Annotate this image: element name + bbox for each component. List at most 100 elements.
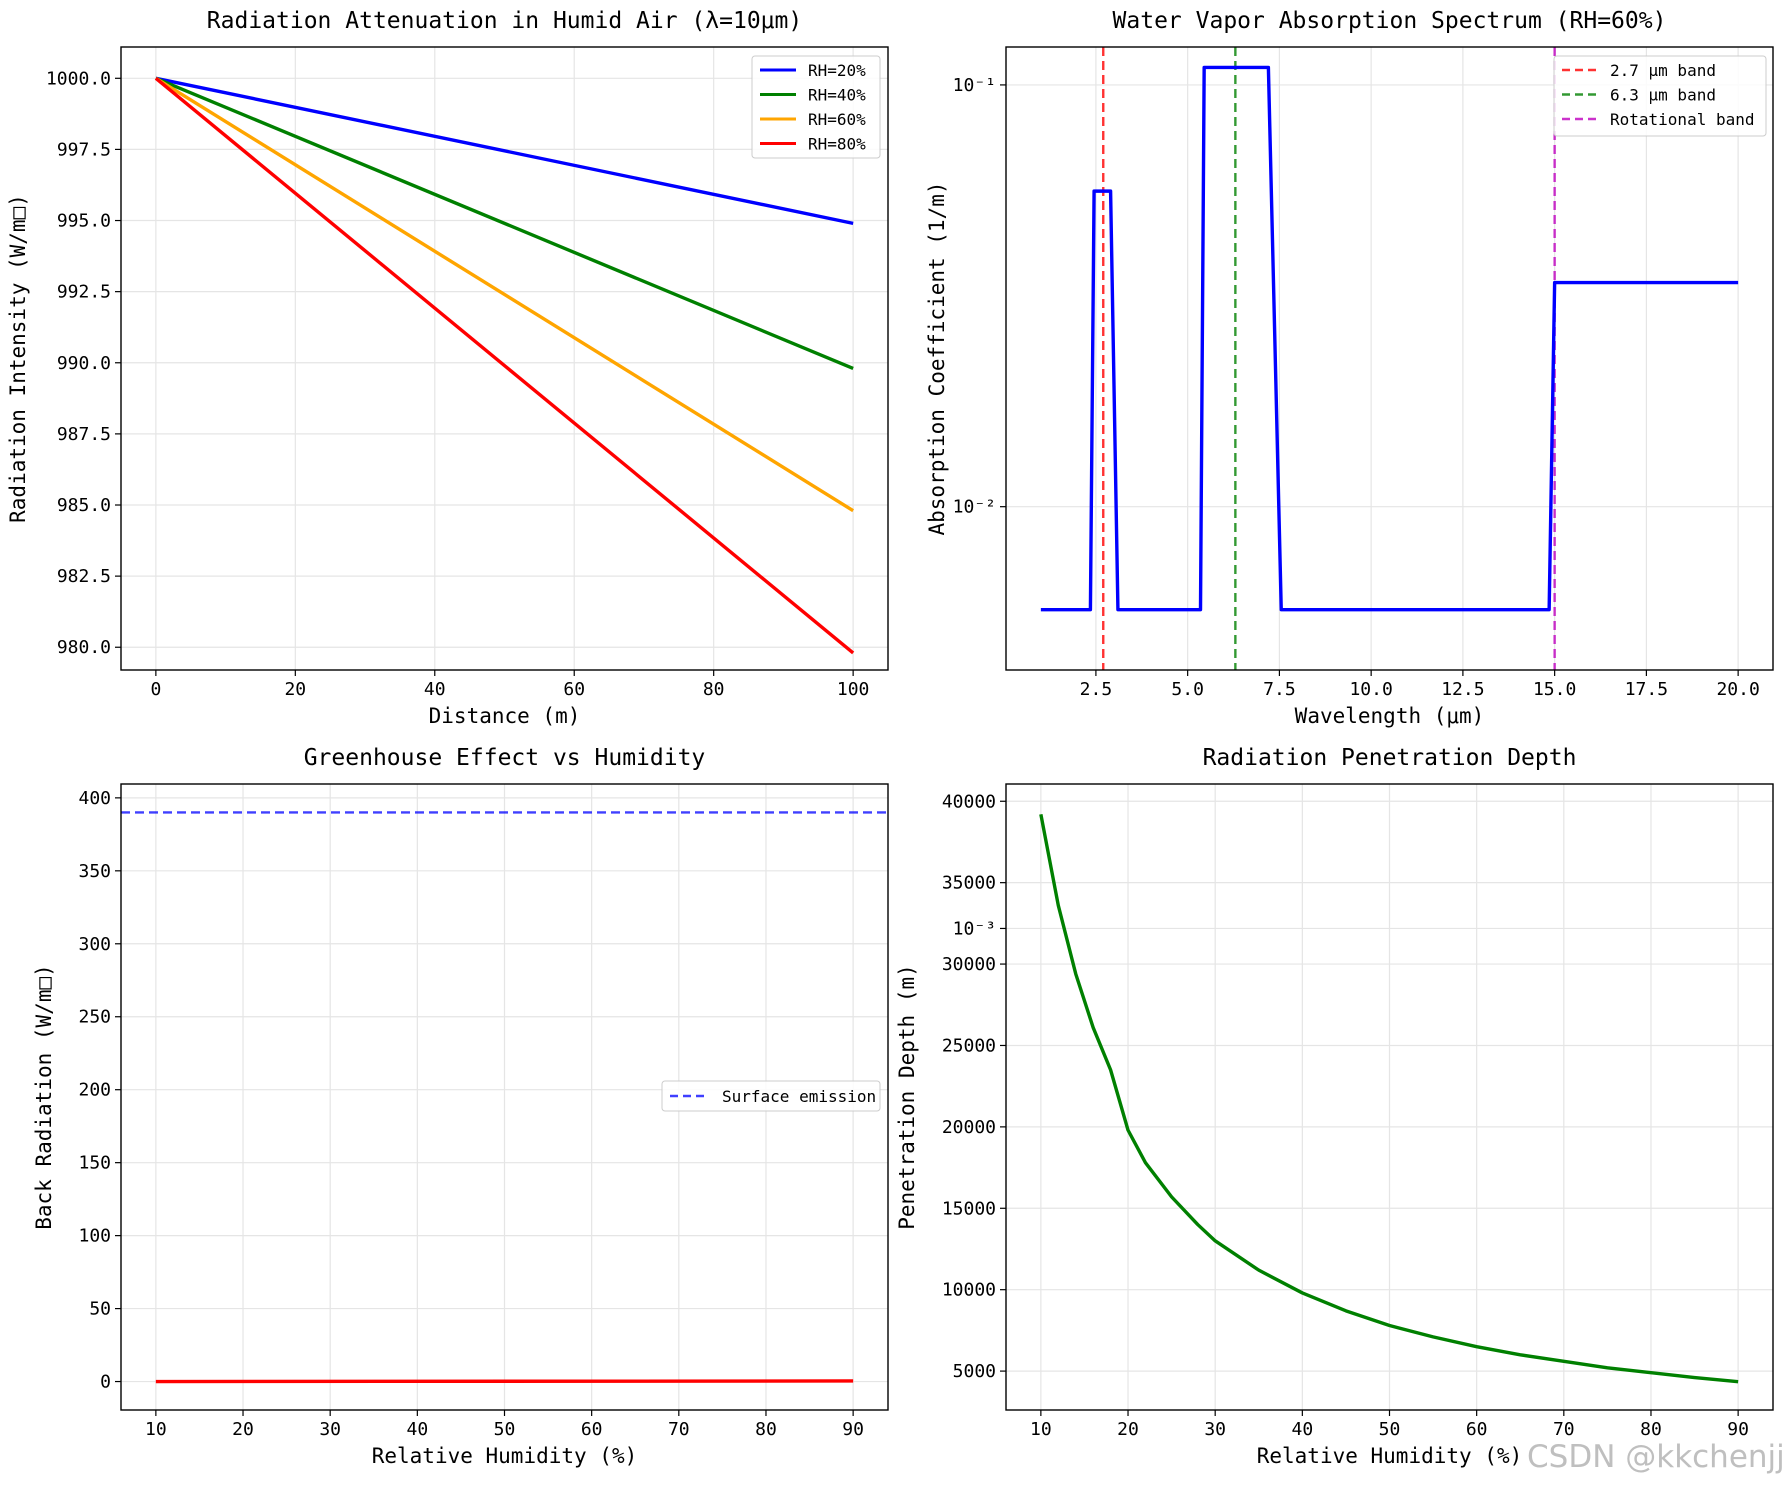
y-tick-label: 982.5 — [57, 566, 111, 587]
x-tick-label: 50 — [494, 1419, 516, 1440]
x-tick-label: 12.5 — [1441, 679, 1484, 700]
x-tick-label: 10 — [1030, 1419, 1052, 1440]
x-tick-label: 90 — [1727, 1419, 1749, 1440]
series-line-0 — [1040, 65, 1739, 612]
x-tick-label: 0 — [150, 679, 161, 700]
chart-title: Water Vapor Absorption Spectrum (RH=60%) — [1113, 8, 1667, 34]
plot-area — [1039, 813, 1739, 1384]
chart-penetration-depth: 10 20 30 40 50 60 70 80 90 5000 10000 15000 20000 250… — [895, 745, 1774, 1468]
x-tick-label: 10.0 — [1349, 679, 1392, 700]
x-tick-label: 100 — [837, 679, 870, 700]
series-line-0 — [155, 1379, 854, 1384]
legend-box — [661, 1080, 881, 1112]
x-tick-label: 90 — [842, 1419, 864, 1440]
legend-label-1: 6.3 μm band — [1610, 86, 1716, 105]
y-tick-label: 35000 — [942, 873, 996, 894]
plot-area — [121, 811, 888, 1384]
x-tick-label: 50 — [1379, 1419, 1401, 1440]
y-tick-label: 1000.0 — [46, 68, 111, 89]
y-tick-label: 25000 — [942, 1035, 996, 1056]
x-tick-label: 7.5 — [1263, 679, 1296, 700]
legend-box — [1553, 55, 1767, 137]
x-tick-label: 80 — [1640, 1419, 1662, 1440]
x-tick-label: 40 — [1291, 1419, 1313, 1440]
x-tick-label: 30 — [319, 1419, 341, 1440]
x-tick-label: 20 — [1117, 1419, 1139, 1440]
x-tick-label: 2.5 — [1080, 679, 1113, 700]
y-tick-label: 990.0 — [57, 353, 111, 374]
legend: 2.7 μm band 6.3 μm band Rotational band — [1553, 55, 1767, 137]
y-tick-label: 350 — [78, 861, 111, 882]
chart-radiation-attenuation: 0 20 40 60 80 100 980.0 982.5 985.0 987.5 990.0 992… — [6, 8, 889, 728]
x-tick-label: 20.0 — [1716, 679, 1759, 700]
watermark: CSDN @kkchenjj — [1527, 1439, 1785, 1475]
y-tick-label: 997.5 — [57, 139, 111, 160]
chart-title: Greenhouse Effect vs Humidity — [304, 745, 706, 771]
x-tick-label: 60 — [581, 1419, 603, 1440]
y-tick-label: 5000 — [953, 1361, 996, 1382]
legend-label-2: RH=60% — [808, 110, 866, 129]
x-tick-label: 70 — [668, 1419, 690, 1440]
x-axis-label: Relative Humidity (%) — [1257, 1444, 1523, 1468]
chart-title: Radiation Attenuation in Humid Air (λ=10… — [207, 8, 802, 34]
series-line-0 — [1039, 813, 1739, 1384]
x-axis-label: Relative Humidity (%) — [372, 1444, 638, 1468]
x-tick-label: 80 — [703, 679, 725, 700]
y-tick-label: 250 — [78, 1007, 111, 1028]
y-tick-label: 100 — [78, 1226, 111, 1247]
x-tick-label: 80 — [755, 1419, 777, 1440]
x-axis-label: Wavelength (μm) — [1295, 704, 1485, 728]
y-tick-label: 987.5 — [57, 424, 111, 445]
legend-label-0: RH=20% — [808, 61, 866, 80]
y-tick-label: 995.0 — [57, 211, 111, 232]
plot-area — [1040, 47, 1739, 670]
x-tick-label: 60 — [563, 679, 585, 700]
y-axis-label: Penetration Depth (m) — [895, 964, 919, 1230]
legend-label-3: RH=80% — [808, 135, 866, 154]
y-tick-label: 10⁻³ — [953, 918, 996, 939]
y-tick-label: 40000 — [942, 791, 996, 812]
legend-label-0: Surface emission — [722, 1087, 876, 1106]
y-tick-label: 30000 — [942, 954, 996, 975]
series-line-1 — [155, 76, 854, 371]
legend: RH=20% RH=40% RH=60% RH=80% — [751, 55, 881, 159]
y-tick-label: 10⁻² — [953, 497, 996, 518]
y-tick-label: 980.0 — [57, 637, 111, 658]
x-axis-label: Distance (m) — [429, 704, 581, 728]
series-line-3 — [154, 76, 855, 655]
y-tick-label: 15000 — [942, 1198, 996, 1219]
y-tick-label: 20000 — [942, 1117, 996, 1138]
legend-label-0: 2.7 μm band — [1610, 61, 1716, 80]
y-tick-label: 50 — [89, 1299, 111, 1320]
x-tick-label: 70 — [1553, 1419, 1575, 1440]
axes-frame — [1005, 46, 1774, 671]
chart-absorption-spectrum: 2.5 5.0 7.5 10.0 12.5 15.0 17.5 20.0 10⁻¹ 10⁻² 10⁻… — [925, 8, 1774, 939]
x-tick-label: 20 — [232, 1419, 254, 1440]
y-tick-label: 992.5 — [57, 282, 111, 303]
series-line-0 — [155, 76, 854, 226]
x-tick-label: 17.5 — [1625, 679, 1668, 700]
y-tick-label: 10000 — [942, 1280, 996, 1301]
axes-frame — [120, 46, 889, 671]
y-tick-label: 985.0 — [57, 495, 111, 516]
y-axis-label: Radiation Intensity (W/m□) — [6, 194, 30, 523]
legend-label-2: Rotational band — [1610, 110, 1755, 129]
y-tick-label: 400 — [78, 788, 111, 809]
series-line-2 — [154, 76, 855, 513]
y-tick-label: 300 — [78, 934, 111, 955]
y-tick-label: 0 — [100, 1372, 111, 1393]
y-tick-label: 200 — [78, 1080, 111, 1101]
plot-area — [154, 76, 855, 655]
chart-title: Radiation Penetration Depth — [1203, 745, 1577, 771]
x-tick-label: 40 — [406, 1419, 428, 1440]
chart-greenhouse-effect: 10 20 30 40 50 60 70 80 90 0 50 100 150 200 250 300 350 4… — [32, 745, 889, 1468]
x-tick-label: 40 — [424, 679, 446, 700]
x-tick-label: 5.0 — [1171, 679, 1204, 700]
x-tick-label: 30 — [1204, 1419, 1226, 1440]
legend-box — [751, 55, 881, 159]
legend: Surface emission — [661, 1080, 881, 1112]
y-tick-label: 10⁻¹ — [953, 75, 996, 96]
x-tick-label: 60 — [1466, 1419, 1488, 1440]
